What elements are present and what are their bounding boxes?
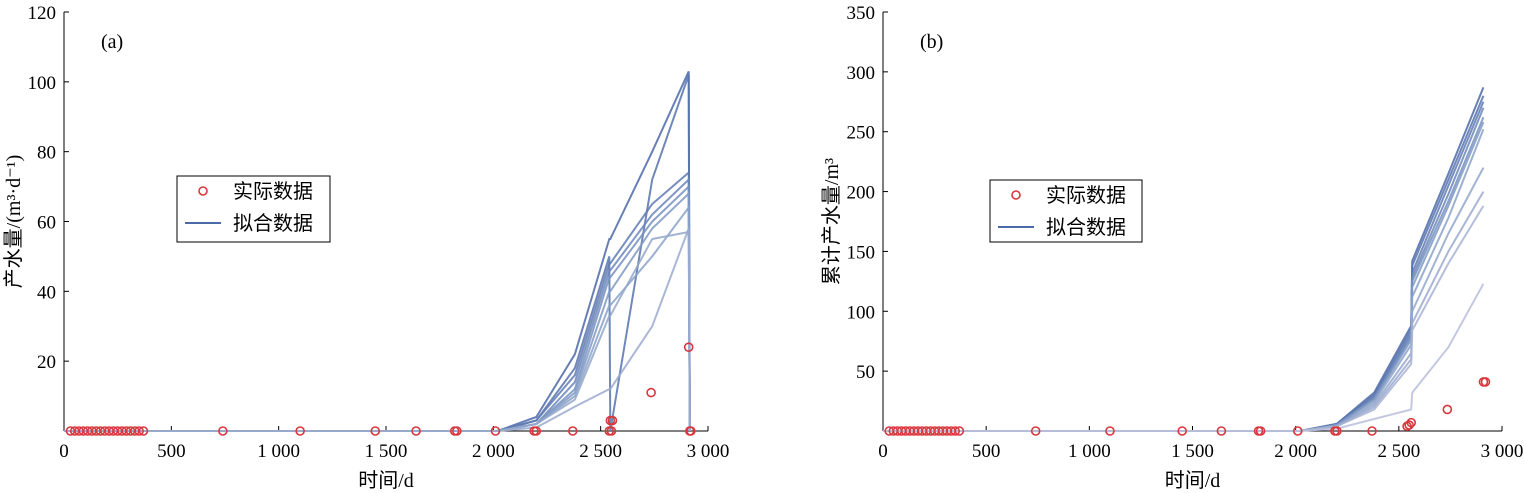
y-tick-label: 40 <box>37 282 56 303</box>
fit-line <box>64 228 691 432</box>
data-point <box>606 426 617 436</box>
panel-a: 0 500 1 000 1 500 2 000 2 500 3 000 20 40 60 80 100… <box>2 3 729 492</box>
data-point <box>1332 426 1342 436</box>
data-point <box>683 342 694 353</box>
legend-marker-actual <box>1011 190 1021 200</box>
y-tick-label: 100 <box>847 302 876 323</box>
data-point <box>1105 426 1115 436</box>
data-point <box>218 426 228 436</box>
data-point <box>567 426 578 436</box>
data-point <box>138 426 149 436</box>
data-point <box>1406 417 1417 428</box>
data-point <box>1177 426 1187 436</box>
fit-line <box>64 70 691 432</box>
legend-marker-actual <box>198 186 208 196</box>
x-axis-label: 时间/d <box>1165 469 1221 492</box>
y-tick-label: 100 <box>28 73 57 94</box>
fit-line <box>64 74 691 432</box>
legend-label-actual: 实际数据 <box>1046 184 1126 207</box>
fit-line <box>883 191 1485 432</box>
x-tick-label: 1 000 <box>257 441 300 462</box>
x-tick-label: 2 500 <box>1377 441 1420 462</box>
actual-series <box>65 342 696 436</box>
data-point <box>1480 377 1491 387</box>
legend-label-fit: 拟合数据 <box>1046 216 1126 239</box>
fit-line <box>883 116 1485 432</box>
y-axis-label: 产水量/(m³·d⁻¹) <box>2 155 25 289</box>
x-tick-label: 2 000 <box>472 441 515 462</box>
data-point <box>686 426 696 436</box>
legend-label-fit: 拟合数据 <box>233 212 313 235</box>
data-point <box>1404 420 1414 430</box>
data-point <box>1292 426 1303 436</box>
x-tick-label: 2 500 <box>579 441 622 462</box>
x-tick-label: 0 <box>59 441 69 462</box>
data-point <box>1367 426 1377 436</box>
panel-label: (a) <box>101 31 123 53</box>
fit-line <box>883 283 1485 432</box>
fit-series <box>64 70 691 432</box>
data-point <box>295 426 305 436</box>
data-point <box>1255 426 1266 436</box>
data-point <box>370 426 381 436</box>
data-point <box>954 426 965 436</box>
y-tick-label: 200 <box>847 183 876 204</box>
x-tick-label: 2 000 <box>1274 441 1317 462</box>
y-tick-label: 350 <box>847 3 876 24</box>
x-tick-label: 500 <box>157 441 186 462</box>
x-tick-label: 0 <box>878 441 888 462</box>
y-tick-label: 250 <box>847 123 876 144</box>
y-tick-label: 60 <box>37 213 56 234</box>
x-tick-label: 1 500 <box>1171 441 1214 462</box>
y-tick-label: 150 <box>847 242 876 263</box>
legend-label-actual: 实际数据 <box>233 180 313 203</box>
y-tick-label: 80 <box>37 143 56 164</box>
x-tick-label: 500 <box>972 441 1001 462</box>
data-point <box>134 426 144 436</box>
y-axis-label: 累计产水量/m³ <box>820 158 843 285</box>
y-tick-label: 50 <box>856 362 875 383</box>
data-point <box>490 426 501 436</box>
x-axis-label: 时间/d <box>358 469 414 492</box>
data-point <box>1442 404 1453 415</box>
y-tick-label: 20 <box>37 352 56 373</box>
data-point <box>411 426 421 436</box>
y-tick-label: 120 <box>28 3 57 24</box>
data-point <box>950 426 961 436</box>
fit-line <box>883 205 1485 432</box>
data-point <box>1216 426 1227 436</box>
x-tick-label: 3 000 <box>1481 441 1524 462</box>
panel-label: (b) <box>920 31 943 53</box>
data-point <box>452 426 462 436</box>
panel-b: 0 500 1 000 1 500 2 000 2 500 3 000 50 100 150 200… <box>820 3 1523 492</box>
fit-series <box>883 87 1485 432</box>
actual-series <box>884 377 1491 436</box>
x-tick-label: 1 000 <box>1068 441 1111 462</box>
x-tick-label: 3 000 <box>687 441 730 462</box>
data-point <box>531 426 542 436</box>
y-tick-label: 300 <box>847 63 876 84</box>
x-tick-label: 1 500 <box>365 441 408 462</box>
fit-line <box>883 167 1485 432</box>
data-point <box>646 387 656 398</box>
data-point <box>607 415 618 426</box>
data-point <box>1030 426 1041 436</box>
